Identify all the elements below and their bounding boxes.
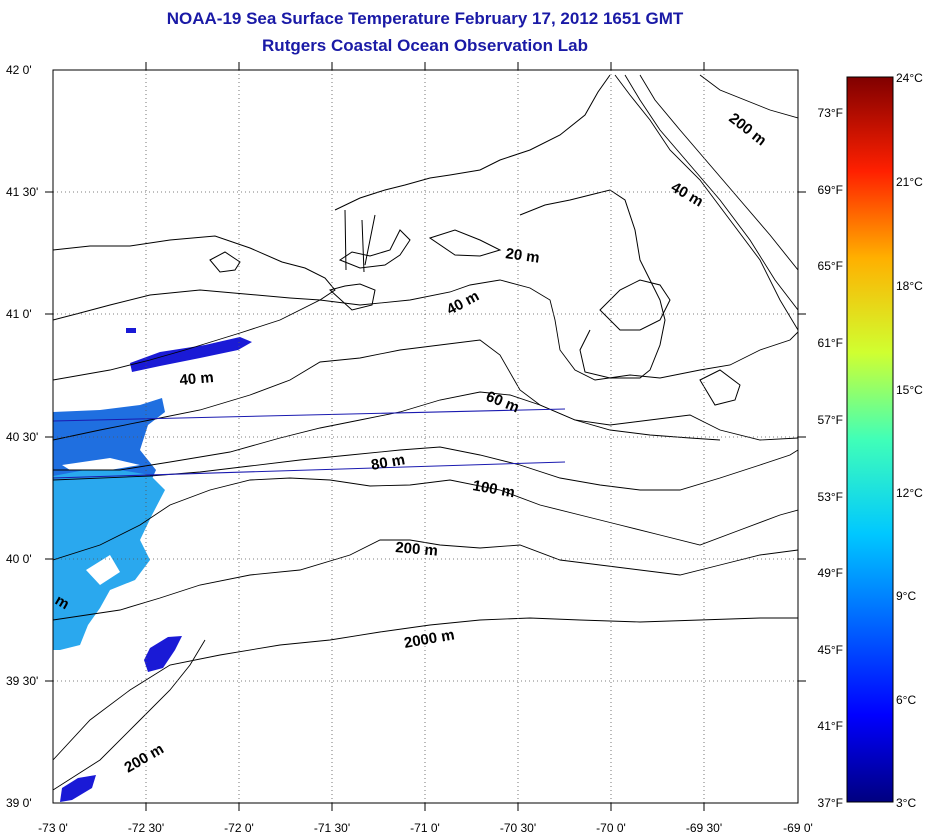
colorbar-celsius-label: 24°C bbox=[896, 71, 923, 85]
contour-label: 40 m bbox=[668, 179, 706, 211]
contour-labels: 200 m 40 m 20 m 40 m 40 m 60 m 80 m 100 … bbox=[52, 110, 770, 777]
map-frame bbox=[52, 69, 799, 804]
map-subtitle: Rutgers Coastal Ocean Observation Lab bbox=[262, 36, 588, 55]
swath-edges bbox=[53, 408, 566, 479]
colorbar-celsius-label: 12°C bbox=[896, 486, 923, 500]
contour-label: 80 m bbox=[370, 451, 407, 474]
lat-tick-label: 40 30' bbox=[6, 430, 38, 444]
colorbar-fahrenheit-label: 69°F bbox=[818, 183, 843, 197]
lat-tick-label: 39 30' bbox=[6, 674, 38, 688]
longitude-labels: -73 0' -72 30' -72 0' -71 30' -71 0' -70… bbox=[38, 821, 813, 835]
colorbar-celsius-label: 9°C bbox=[896, 589, 916, 603]
lat-tick-label: 41 0' bbox=[6, 307, 32, 321]
graticule bbox=[53, 70, 798, 803]
map-title: NOAA-19 Sea Surface Temperature February… bbox=[166, 9, 684, 28]
lat-tick-label: 39 0' bbox=[6, 796, 32, 810]
colorbar-fahrenheit-labels: 73°F 69°F 65°F 61°F 57°F 53°F 49°F 45°F … bbox=[818, 106, 843, 810]
colorbar-celsius-label: 21°C bbox=[896, 175, 923, 189]
contour-label: 100 m bbox=[471, 477, 516, 501]
contour-label: 2000 m bbox=[403, 626, 456, 652]
contour-label: 20 m bbox=[504, 245, 540, 267]
contour-label: 60 m bbox=[484, 388, 522, 417]
lon-tick-label: -70 30' bbox=[500, 821, 536, 835]
colorbar bbox=[846, 76, 894, 803]
colorbar-celsius-label: 3°C bbox=[896, 796, 916, 810]
colorbar-fahrenheit-label: 45°F bbox=[818, 643, 843, 657]
colorbar-fahrenheit-label: 65°F bbox=[818, 259, 843, 273]
colorbar-celsius-labels: 24°C 21°C 18°C 15°C 12°C 9°C 6°C 3°C bbox=[896, 71, 923, 810]
colorbar-celsius-label: 18°C bbox=[896, 279, 923, 293]
coastline bbox=[53, 74, 741, 406]
lat-tick-label: 42 0' bbox=[6, 63, 32, 77]
lon-tick-label: -69 0' bbox=[783, 821, 813, 835]
bathymetry-contours bbox=[53, 74, 798, 791]
lon-tick-label: -72 30' bbox=[128, 821, 164, 835]
colorbar-fahrenheit-label: 53°F bbox=[818, 490, 843, 504]
colorbar-fahrenheit-label: 73°F bbox=[818, 106, 843, 120]
colorbar-fahrenheit-label: 37°F bbox=[818, 796, 843, 810]
colorbar-celsius-label: 6°C bbox=[896, 693, 916, 707]
contour-label: 200 m bbox=[726, 110, 770, 150]
sst-data-deep-blue bbox=[60, 328, 252, 802]
lon-tick-label: -71 0' bbox=[410, 821, 440, 835]
lon-tick-label: -72 0' bbox=[224, 821, 254, 835]
contour-label: 200 m bbox=[122, 740, 167, 776]
lon-tick-label: -70 0' bbox=[596, 821, 626, 835]
colorbar-fahrenheit-label: 49°F bbox=[818, 566, 843, 580]
colorbar-fahrenheit-label: 41°F bbox=[818, 719, 843, 733]
lon-tick-label: -73 0' bbox=[38, 821, 68, 835]
contour-label: 40 m bbox=[179, 369, 215, 389]
frame-ticks bbox=[45, 62, 806, 811]
lon-tick-label: -71 30' bbox=[314, 821, 350, 835]
lat-tick-label: 41 30' bbox=[6, 185, 38, 199]
colorbar-fahrenheit-label: 57°F bbox=[818, 413, 843, 427]
lat-tick-label: 40 0' bbox=[6, 552, 32, 566]
sst-data-gaps bbox=[62, 458, 140, 585]
lon-tick-label: -69 30' bbox=[686, 821, 722, 835]
colorbar-fahrenheit-label: 61°F bbox=[818, 336, 843, 350]
contour-label: 200 m bbox=[395, 539, 439, 560]
latitude-labels: 42 0' 41 30' 41 0' 40 30' 40 0' 39 30' 3… bbox=[6, 63, 38, 810]
colorbar-celsius-label: 15°C bbox=[896, 383, 923, 397]
